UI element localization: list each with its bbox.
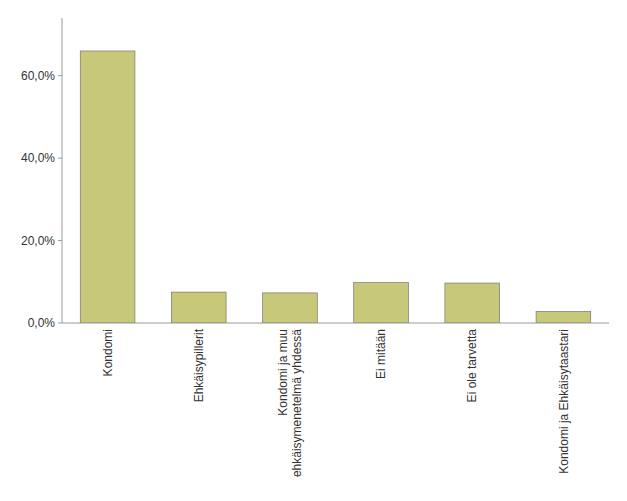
- y-tick-label: 40,0%: [21, 151, 55, 165]
- y-tick-label: 20,0%: [21, 234, 55, 248]
- x-tick-label-line: Kondomi ja muu: [276, 329, 290, 416]
- x-tick-label: Kondomi ja muuehkäisymenetelmä yhdessä: [276, 329, 304, 477]
- y-tick-label: 60,0%: [21, 69, 55, 83]
- y-tick: [58, 240, 62, 241]
- x-tick-label: Kondomi: [101, 329, 115, 376]
- x-tick-label-line: Ei mitään: [374, 329, 388, 379]
- y-tick: [58, 158, 62, 159]
- x-tick-label-line: Ei ole tarvetta: [465, 329, 479, 403]
- bar: [354, 283, 409, 323]
- bar: [171, 292, 226, 323]
- y-tick: [58, 75, 62, 76]
- x-ticks: Kondomi Ehkäisypillerit Kondomi ja muuehkä…: [101, 328, 571, 477]
- bar: [536, 311, 591, 323]
- chart: 0,0% 20,0% 40,0% 60,0% Kondomi Ehkäisypilleri…: [0, 0, 627, 501]
- x-tick-label-line: Ehkäisypillerit: [192, 328, 206, 402]
- y-tick-label: 0,0%: [28, 316, 56, 330]
- bars: [80, 51, 591, 323]
- chart-container: 0,0% 20,0% 40,0% 60,0% Kondomi Ehkäisypilleri…: [0, 0, 627, 501]
- x-tick-label-line: Kondomi ja Ehkäisytaastari: [557, 329, 571, 474]
- x-tick-label-line: Kondomi: [101, 329, 115, 376]
- y-ticks: 0,0% 20,0% 40,0% 60,0%: [21, 69, 62, 330]
- x-tick-label: Ei mitään: [374, 329, 388, 379]
- bar: [263, 293, 318, 323]
- y-axis-line: [62, 18, 63, 323]
- x-axis-line: [62, 323, 609, 324]
- bar: [80, 51, 135, 323]
- x-tick-label-line: ehkäisymenetelmä yhdessä: [290, 329, 304, 477]
- x-tick-label: Ehkäisypillerit: [192, 328, 206, 402]
- y-tick: [58, 323, 62, 324]
- axes: [62, 18, 609, 323]
- x-tick-label: Kondomi ja Ehkäisytaastari: [557, 329, 571, 474]
- x-tick-label: Ei ole tarvetta: [465, 329, 479, 403]
- bar: [445, 283, 500, 323]
